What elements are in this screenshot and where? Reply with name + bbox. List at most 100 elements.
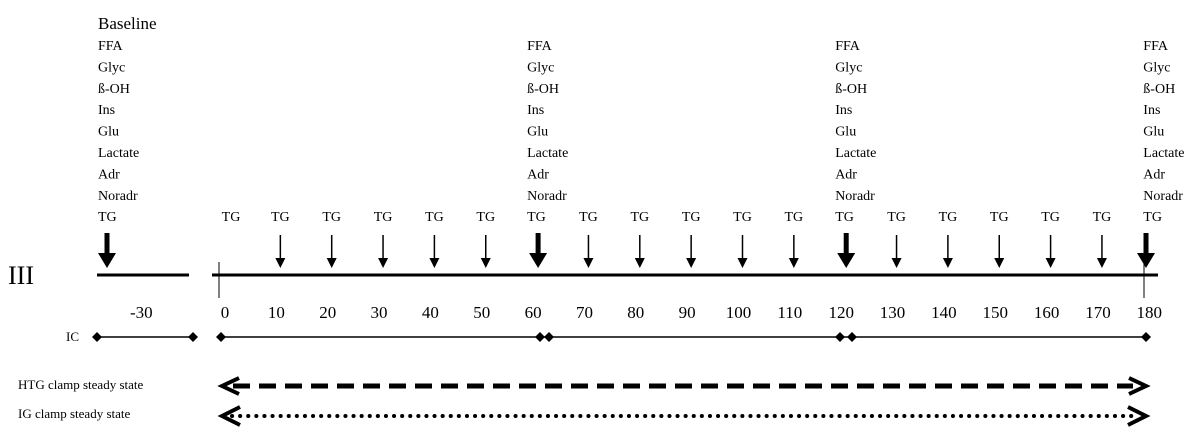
baseline-measure: Glu — [98, 125, 119, 140]
ic-diamond-marker — [535, 332, 545, 342]
tg-sample-arrow — [326, 235, 337, 268]
hour-measure: Adr — [1143, 167, 1165, 182]
hour-measure: Adr — [835, 167, 857, 182]
ic-diamond-marker — [216, 332, 226, 342]
hour-measure: FFA — [835, 39, 861, 54]
hour-measure: Adr — [527, 167, 549, 182]
hour-measure: TG — [835, 210, 854, 225]
baseline-measure: Adr — [98, 167, 120, 182]
arrow-head — [634, 258, 645, 268]
arrow-head — [994, 258, 1005, 268]
arrow-head — [429, 258, 440, 268]
ic-diamond-marker — [835, 332, 845, 342]
tg-sample-label: TG — [682, 210, 701, 225]
tg-sample-label: TG — [322, 210, 341, 225]
hour-measure-column: FFA Glyc ß-OH Ins Glu Lactate Adr Noradr TG — [1143, 39, 1184, 225]
time-tick-label: 50 — [473, 303, 490, 322]
tg-sample-label: TG — [425, 210, 444, 225]
ic-diamond-marker — [544, 332, 554, 342]
tg-sample-label: TG — [476, 210, 495, 225]
tg-sample-label: TG — [1093, 210, 1112, 225]
ic-sample-markers — [92, 332, 1151, 342]
hour-measure: Glu — [835, 125, 856, 140]
arrow-head — [326, 258, 337, 268]
ig-right-arrowhead — [1127, 405, 1151, 427]
tg-sample-label: TG — [990, 210, 1009, 225]
tg-sample-arrow — [891, 235, 902, 268]
arrow-head — [98, 253, 116, 268]
hour-measure: FFA — [1143, 39, 1169, 54]
tg-sample-arrow — [378, 235, 389, 268]
baseline-measure: ß-OH — [98, 82, 130, 97]
arrow-head — [1045, 258, 1056, 268]
pre-tick-label: -30 — [130, 303, 153, 322]
hour-measure-column: FFA Glyc ß-OH Ins Glu Lactate Adr Noradr TG — [527, 39, 568, 225]
htg-steady-state-arrow — [217, 376, 1151, 396]
time-tick-label: 140 — [931, 303, 957, 322]
tg-sample-arrow — [634, 235, 645, 268]
baseline-measure: Noradr — [98, 189, 138, 204]
tg-sample-arrow — [737, 235, 748, 268]
baseline-measure: TG — [98, 210, 117, 225]
time-tick-label: 130 — [880, 303, 906, 322]
tg-sample-arrow — [788, 235, 799, 268]
hour-measure: Glu — [1143, 125, 1164, 140]
baseline-measure: Ins — [98, 103, 115, 118]
baseline-title: Baseline — [98, 14, 157, 33]
ig-left-arrowhead — [217, 405, 241, 427]
hour-measure: TG — [527, 210, 546, 225]
ic-row: IC — [66, 329, 1151, 344]
time-tick-label: 180 — [1137, 303, 1163, 322]
tg-sample-label: TG — [887, 210, 906, 225]
hour-measure: Glyc — [835, 60, 862, 75]
arrow-head — [480, 258, 491, 268]
arrow-head — [275, 258, 286, 268]
arrow-head — [583, 258, 594, 268]
hour-measure: Lactate — [527, 146, 568, 161]
steady-state-rows: HTG clamp steady state IG clamp steady s… — [18, 376, 1151, 427]
tg-sample-arrow — [686, 235, 697, 268]
tg-sample-label: TG — [271, 210, 290, 225]
hour-measure: Glyc — [527, 60, 554, 75]
htg-left-arrowhead — [217, 376, 240, 396]
baseline-measure: Lactate — [98, 146, 139, 161]
ic-label: IC — [66, 329, 79, 344]
hour-measure: ß-OH — [835, 82, 867, 97]
tg-sample-label: TG — [630, 210, 649, 225]
tg-sample-labels: TG TG TG TG TG TG TG TG TG TG TG TG TG TG TG TG — [222, 210, 1112, 225]
tg-sample-arrow — [429, 235, 440, 268]
hour-measure: Noradr — [527, 189, 567, 204]
hour-measure: Lactate — [835, 146, 876, 161]
time-tick-label: 70 — [576, 303, 593, 322]
hour-measure: Noradr — [1143, 189, 1183, 204]
hour-measure: Lactate — [1143, 146, 1184, 161]
baseline-measure: Glyc — [98, 60, 125, 75]
ig-steady-state-label: IG clamp steady state — [18, 406, 130, 421]
time-tick-label: 120 — [828, 303, 854, 322]
time-tick-label: 0 — [221, 303, 230, 322]
time-tick-label: 20 — [319, 303, 336, 322]
hour-measure: Ins — [527, 103, 544, 118]
ic-diamond-marker — [92, 332, 102, 342]
time-tick-label: 30 — [371, 303, 388, 322]
tg-sample-arrow — [480, 235, 491, 268]
tg-sample-label: TG — [374, 210, 393, 225]
hour-measure: FFA — [527, 39, 553, 54]
hour-sample-arrow — [1137, 233, 1155, 268]
time-tick-label: 170 — [1085, 303, 1111, 322]
hour-measure: Glu — [527, 125, 548, 140]
hour-measure: Ins — [835, 103, 852, 118]
tg-sample-label: TG — [579, 210, 598, 225]
baseline-sample-arrow — [98, 233, 116, 268]
time-tick-label: 100 — [726, 303, 752, 322]
htg-right-arrowhead — [1128, 376, 1151, 396]
ic-diamond-marker — [1141, 332, 1151, 342]
time-tick-label: 110 — [777, 303, 802, 322]
arrow-head — [837, 253, 856, 268]
ig-steady-state-arrow — [217, 405, 1151, 427]
tg-sample-arrow — [1045, 235, 1056, 268]
hour-measure: Noradr — [835, 189, 875, 204]
tg-sample-label: TG — [939, 210, 958, 225]
